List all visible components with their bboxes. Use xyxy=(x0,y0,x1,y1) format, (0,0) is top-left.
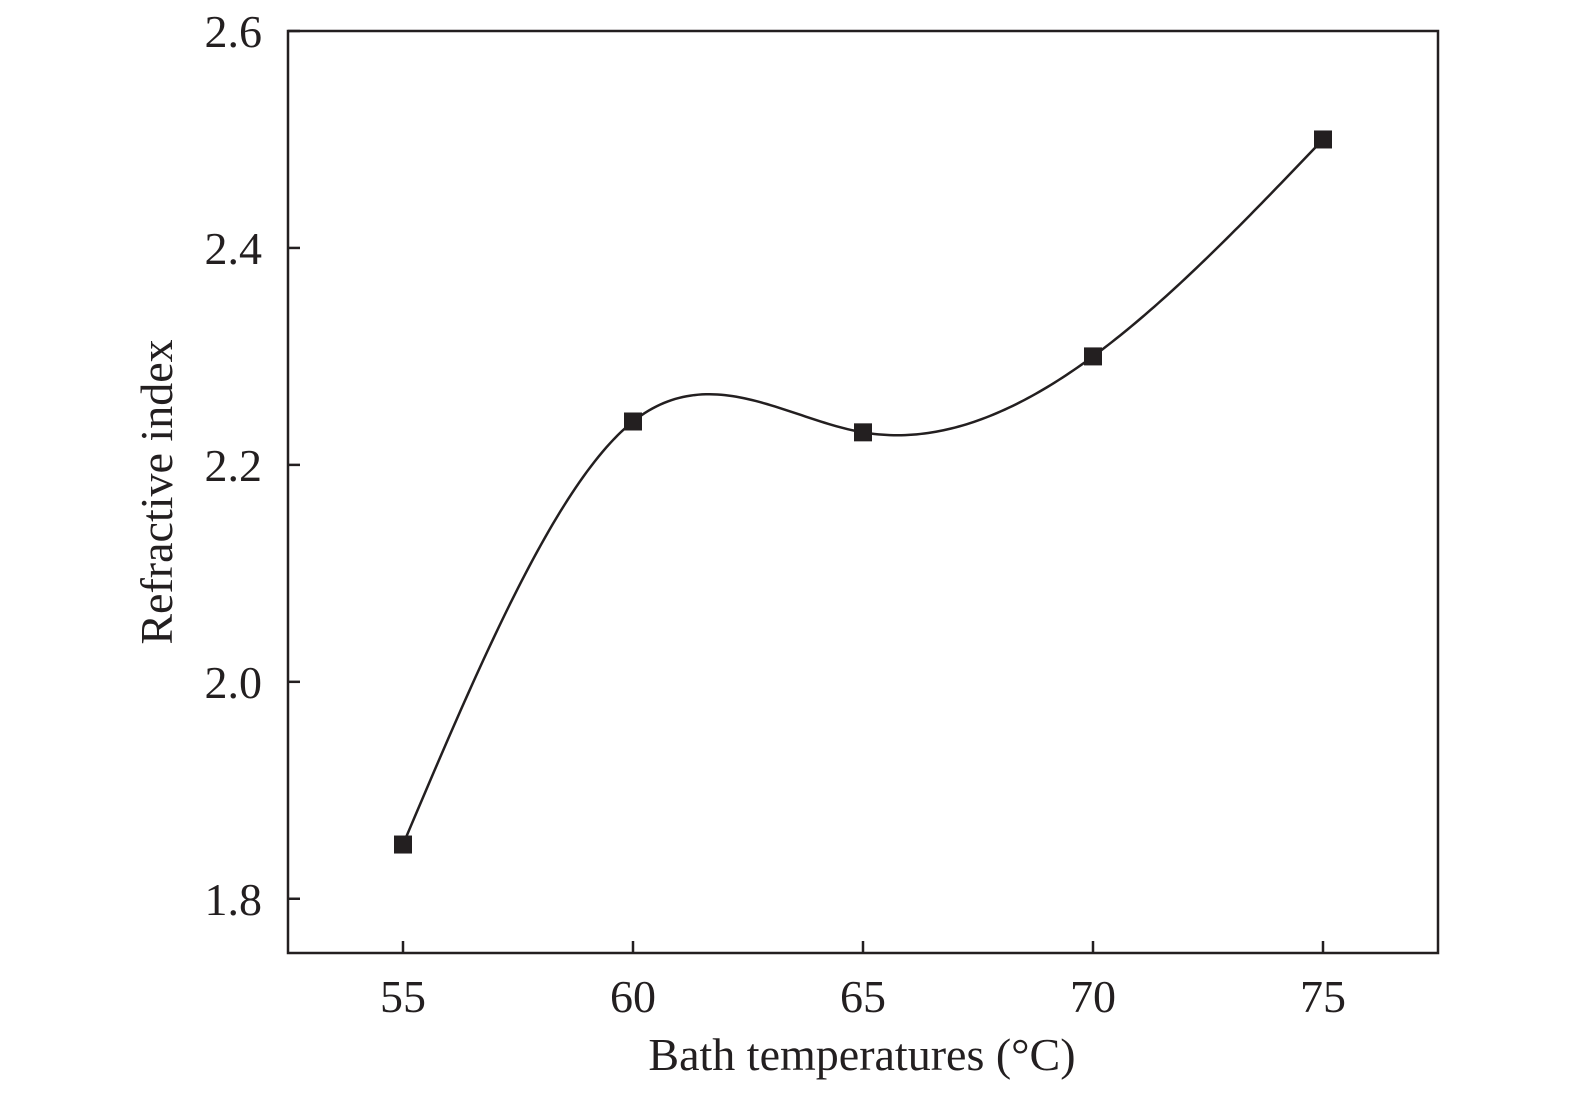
data-point-marker xyxy=(1314,130,1332,149)
y-axis-ticks: 1.8 2.0 2.2 2.4 2.6 xyxy=(205,6,300,925)
series-line xyxy=(401,138,1324,846)
y-tick-label: 2.2 xyxy=(205,440,263,491)
y-tick-label: 2.4 xyxy=(205,223,263,274)
x-tick-label: 60 xyxy=(610,971,656,1022)
x-axis-ticks: 55 60 65 70 75 xyxy=(380,941,1346,1022)
data-point-marker xyxy=(394,835,412,854)
y-tick-label: 2.0 xyxy=(205,657,263,708)
plot-frame-group xyxy=(286,29,1440,955)
plot-frame xyxy=(286,29,1440,955)
data-markers xyxy=(394,130,1332,854)
y-tick-label: 1.8 xyxy=(205,874,263,925)
y-tick-label: 2.6 xyxy=(205,6,263,57)
data-point-marker xyxy=(854,423,872,442)
y-axis-title: Refractive index xyxy=(131,339,182,644)
x-tick-label: 70 xyxy=(1070,971,1116,1022)
x-tick-label: 75 xyxy=(1300,971,1346,1022)
x-axis-title: Bath temperatures (°C) xyxy=(648,1029,1075,1080)
series-group xyxy=(401,138,1324,846)
x-tick-label: 65 xyxy=(840,971,886,1022)
data-point-marker xyxy=(1084,347,1102,366)
x-tick-label: 55 xyxy=(380,971,426,1022)
data-point-marker xyxy=(624,412,642,431)
